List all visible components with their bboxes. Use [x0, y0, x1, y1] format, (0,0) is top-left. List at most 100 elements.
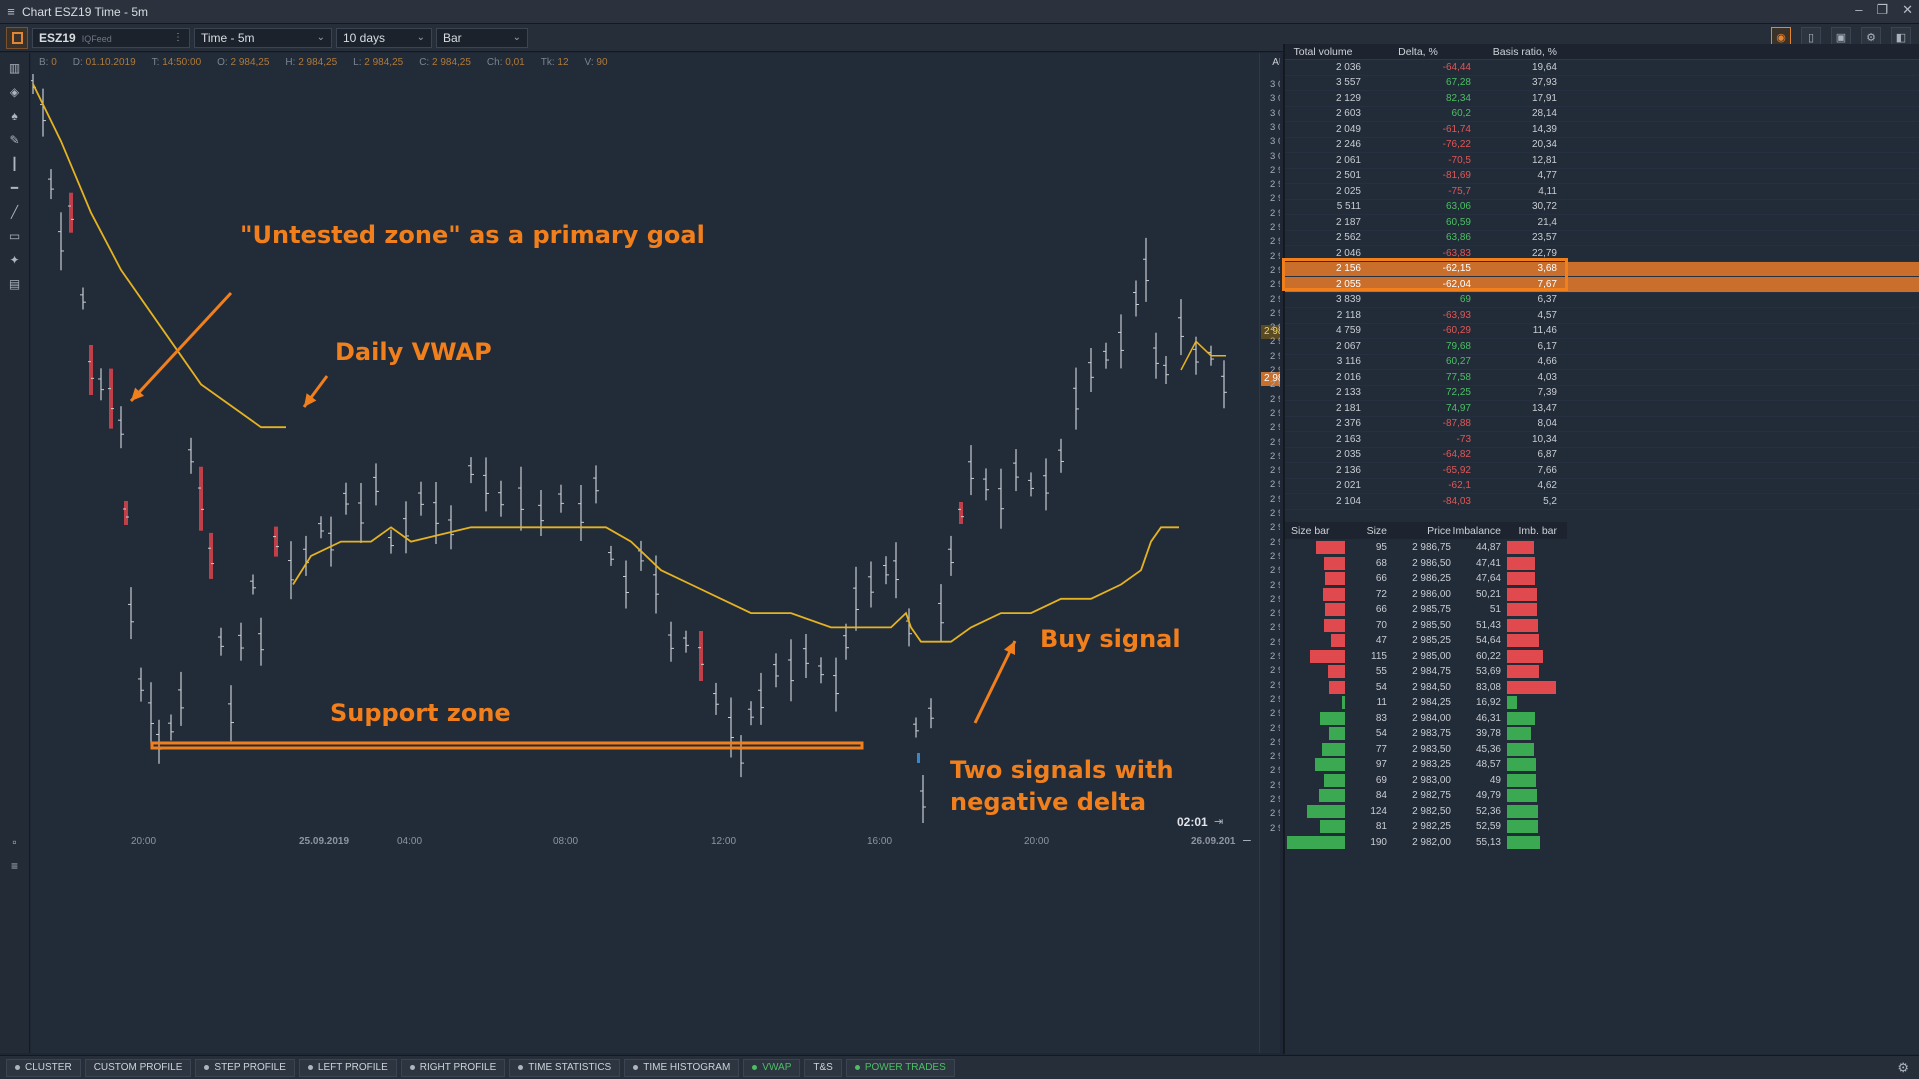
price-axis[interactable]: AUTO 2 987,53 2 984,25 3 005,00 3 004,00 3… [1259, 53, 1280, 1053]
dom-row[interactable]: 66 2 986,25 47,64 [1285, 571, 1567, 587]
dom-row[interactable]: 47 2 985,25 54,64 [1285, 633, 1567, 649]
tab-cluster[interactable]: CLUSTER [6, 1058, 81, 1077]
scroll-to-end-icon[interactable]: ⇥ [1214, 816, 1224, 828]
stats-row[interactable]: 2 163 -73 10,34 [1285, 432, 1919, 448]
col-imb-bar[interactable]: Imb. bar [1518, 524, 1557, 537]
chart-type-icon[interactable]: ▥ [8, 61, 21, 75]
stats-row[interactable]: 2 181 74,97 13,47 [1285, 401, 1919, 417]
price-chart[interactable]: B: 0 D: 01.10.2019 T: 14:50:00 O: 2 984,… [31, 53, 1280, 1053]
stats-row[interactable]: 2 016 77,58 4,03 [1285, 370, 1919, 386]
stats-row[interactable]: 2 046 -63,83 22,79 [1285, 246, 1919, 262]
dom-row[interactable]: 11 2 984,25 16,92 [1285, 695, 1567, 711]
stats-row[interactable]: 3 839 69 6,37 [1285, 293, 1919, 308]
delta-cell: 74,97 [1445, 402, 1471, 414]
timeframe-dropdown[interactable]: Time - 5m ⌄ [194, 27, 332, 48]
magic-wand-icon[interactable]: ✦ [9, 253, 20, 267]
zoom-out-icon[interactable]: – [1243, 831, 1251, 847]
tab-vwap[interactable]: VWAP [743, 1058, 801, 1077]
stats-row[interactable]: 5 511 63,06 30,72 [1285, 200, 1919, 215]
col-total-volume[interactable]: Total volume [1293, 45, 1353, 58]
panel-toggle-button[interactable] [6, 26, 28, 49]
symbol-selector[interactable]: ESZ19 IQFeed ⋮ [32, 27, 190, 48]
stats-row[interactable]: 2 129 82,34 17,91 [1285, 91, 1919, 107]
stats-row[interactable]: 2 156 -62,15 3,68 [1285, 261, 1919, 277]
dom-row[interactable]: 97 2 983,25 48,57 [1285, 757, 1567, 773]
vertical-line-icon[interactable]: ┃ [10, 157, 19, 171]
stats-row[interactable]: 2 035 -64,82 6,87 [1285, 448, 1919, 463]
rectangle-icon[interactable]: ▭ [8, 229, 21, 243]
tab-power-trades[interactable]: POWER TRADES [845, 1058, 955, 1077]
dom-row[interactable]: 55 2 984,75 53,69 [1285, 664, 1567, 680]
dom-row[interactable]: 115 2 985,00 60,22 [1285, 649, 1567, 665]
dom-row[interactable]: 84 2 982,75 49,79 [1285, 788, 1567, 804]
dom-row[interactable]: 83 2 984,00 46,31 [1285, 711, 1567, 727]
stats-row[interactable]: 2 603 60,2 28,14 [1285, 107, 1919, 122]
settings-icon[interactable]: ⚙ [1861, 27, 1881, 47]
tab-step-profile[interactable]: STEP PROFILE [195, 1058, 295, 1077]
template-icon[interactable]: ▤ [8, 277, 21, 291]
stats-row[interactable]: 2 049 -61,74 14,39 [1285, 122, 1919, 138]
chart-style-dropdown[interactable]: Bar ⌄ [436, 27, 528, 48]
tab-left-profile[interactable]: LEFT PROFILE [298, 1058, 397, 1077]
delta-cell: -75,7 [1448, 185, 1471, 197]
stats-row[interactable]: 2 067 79,68 6,17 [1285, 339, 1919, 355]
alert-bell-icon[interactable]: ♠ [11, 109, 18, 123]
dom-row[interactable]: 66 2 985,75 51 [1285, 602, 1567, 618]
dom-row[interactable]: 72 2 986,00 50,21 [1285, 587, 1567, 603]
basis-ratio-cell: 28,14 [1531, 108, 1557, 120]
annotation-two-signals-line1: Two signals with [950, 756, 1174, 784]
stats-row[interactable]: 2 118 -63,93 4,57 [1285, 308, 1919, 324]
horizontal-line-icon[interactable]: ━ [10, 181, 19, 195]
stats-row[interactable]: 2 187 60,59 21,4 [1285, 215, 1919, 231]
tab-right-profile[interactable]: RIGHT PROFILE [400, 1058, 506, 1077]
tab-time-histogram[interactable]: TIME HISTOGRAM [624, 1058, 740, 1077]
stats-row[interactable]: 4 759 -60,29 11,46 [1285, 324, 1919, 339]
dom-row[interactable]: 54 2 984,50 83,08 [1285, 680, 1567, 696]
stats-row[interactable]: 2 501 -81,69 4,77 [1285, 169, 1919, 184]
hamburger-icon[interactable]: ≡ [7, 4, 15, 19]
dom-row[interactable]: 69 2 983,00 49 [1285, 773, 1567, 789]
stats-row[interactable]: 2 061 -70,5 12,81 [1285, 153, 1919, 169]
list-icon[interactable]: ≡ [10, 859, 18, 873]
stats-row[interactable]: 2 562 63,86 23,57 [1285, 231, 1919, 246]
col-price[interactable]: Price [1427, 524, 1451, 537]
dom-row[interactable]: 81 2 982,25 52,59 [1285, 819, 1567, 835]
stats-row[interactable]: 2 246 -76,22 20,34 [1285, 138, 1919, 153]
dom-row[interactable]: 190 2 982,00 55,13 [1285, 835, 1567, 851]
tab-time-statistics[interactable]: TIME STATISTICS [509, 1058, 621, 1077]
stats-row[interactable]: 2 104 -84,03 5,2 [1285, 494, 1919, 510]
col-imbalance[interactable]: Imbalance [1452, 524, 1501, 537]
tab-custom-profile[interactable]: CUSTOM PROFILE [84, 1058, 192, 1077]
dom-row[interactable]: 70 2 985,50 51,43 [1285, 618, 1567, 634]
col-size-bar[interactable]: Size bar [1291, 524, 1330, 537]
dom-row[interactable]: 95 2 986,75 44,87 [1285, 540, 1567, 556]
stats-row[interactable]: 2 025 -75,7 4,11 [1285, 184, 1919, 200]
trash-icon[interactable]: ▫ [12, 835, 17, 849]
col-delta[interactable]: Delta, % [1398, 45, 1438, 58]
period-dropdown[interactable]: 10 days ⌄ [336, 27, 432, 48]
trend-line-icon[interactable]: ╱ [10, 205, 19, 219]
stats-row[interactable]: 2 055 -62,04 7,67 [1285, 277, 1919, 293]
stats-row[interactable]: 2 021 -62,1 4,62 [1285, 479, 1919, 494]
layers-icon[interactable]: ◈ [9, 85, 20, 99]
stats-row[interactable]: 2 136 -65,92 7,66 [1285, 463, 1919, 479]
close-icon[interactable]: ✕ [1902, 2, 1913, 17]
auto-scale-label[interactable]: AUTO [1272, 57, 1280, 68]
stats-row[interactable]: 3 116 60,27 4,66 [1285, 355, 1919, 370]
stats-row[interactable]: 2 376 -87,88 8,04 [1285, 417, 1919, 432]
stats-row[interactable]: 3 557 67,28 37,93 [1285, 76, 1919, 91]
col-size[interactable]: Size [1366, 524, 1387, 537]
pencil-icon[interactable]: ✎ [9, 133, 20, 147]
minimize-icon[interactable]: – [1855, 2, 1863, 17]
restore-icon[interactable]: ❐ [1876, 2, 1889, 17]
dom-row[interactable]: 54 2 983,75 39,78 [1285, 726, 1567, 742]
tab-t-s[interactable]: T&S [804, 1058, 842, 1077]
stats-row[interactable]: 2 036 -64,44 19,64 [1285, 60, 1919, 76]
dom-row[interactable]: 68 2 986,50 47,41 [1285, 556, 1567, 572]
col-basis-ratio[interactable]: Basis ratio, % [1492, 45, 1557, 58]
dom-row[interactable]: 77 2 983,50 45,36 [1285, 742, 1567, 758]
price-tick: 3 004,00 [1270, 93, 1280, 105]
settings-gear-icon[interactable]: ⚙ [1897, 1060, 1909, 1075]
dom-row[interactable]: 124 2 982,50 52,36 [1285, 804, 1567, 820]
stats-row[interactable]: 2 133 72,25 7,39 [1285, 386, 1919, 401]
